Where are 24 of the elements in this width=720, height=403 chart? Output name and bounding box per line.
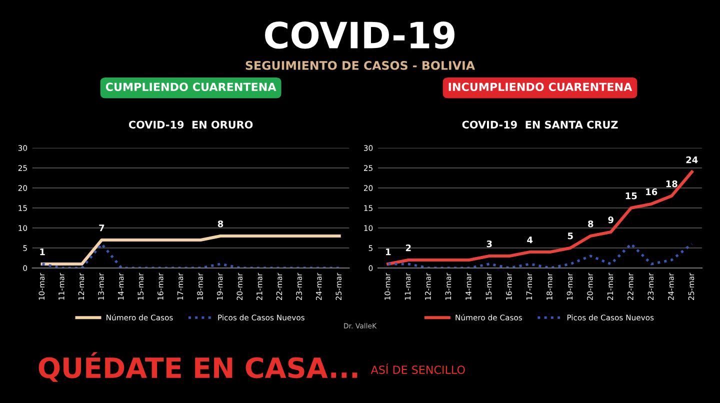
line-series	[386, 170, 694, 266]
text: INCUMPLIENDO CUARENTENA	[448, 82, 632, 92]
data-label: 4	[527, 236, 533, 244]
data-label: 24	[686, 156, 698, 164]
line-series	[386, 242, 694, 268]
text: COVID-19	[265, 21, 454, 49]
data-label: 1	[40, 248, 45, 256]
data-label: 15	[626, 192, 637, 200]
data-label: 5	[568, 232, 573, 240]
text: SEGUIMIENTO DE CASOS - BOLIVIA	[246, 60, 475, 70]
data-label: 2	[406, 244, 411, 252]
data-label: 7	[99, 224, 104, 232]
text: ASÍ DE SENCILLO	[370, 364, 465, 374]
chart-title: COVID-19 EN ORURO	[128, 120, 253, 129]
text: QUÉDATE EN CASA...	[38, 352, 358, 382]
text: CUMPLIENDO CUARENTENA	[106, 82, 276, 92]
chart-title: COVID-19 EN SANTA CRUZ	[462, 120, 618, 129]
data-label: 1	[386, 248, 391, 256]
data-label: 18	[666, 180, 678, 188]
data-label: 16	[646, 188, 658, 196]
data-label: 9	[608, 216, 614, 224]
data-label: 8	[588, 220, 594, 228]
data-label: 3	[486, 240, 492, 248]
data-label: 8	[218, 220, 224, 228]
